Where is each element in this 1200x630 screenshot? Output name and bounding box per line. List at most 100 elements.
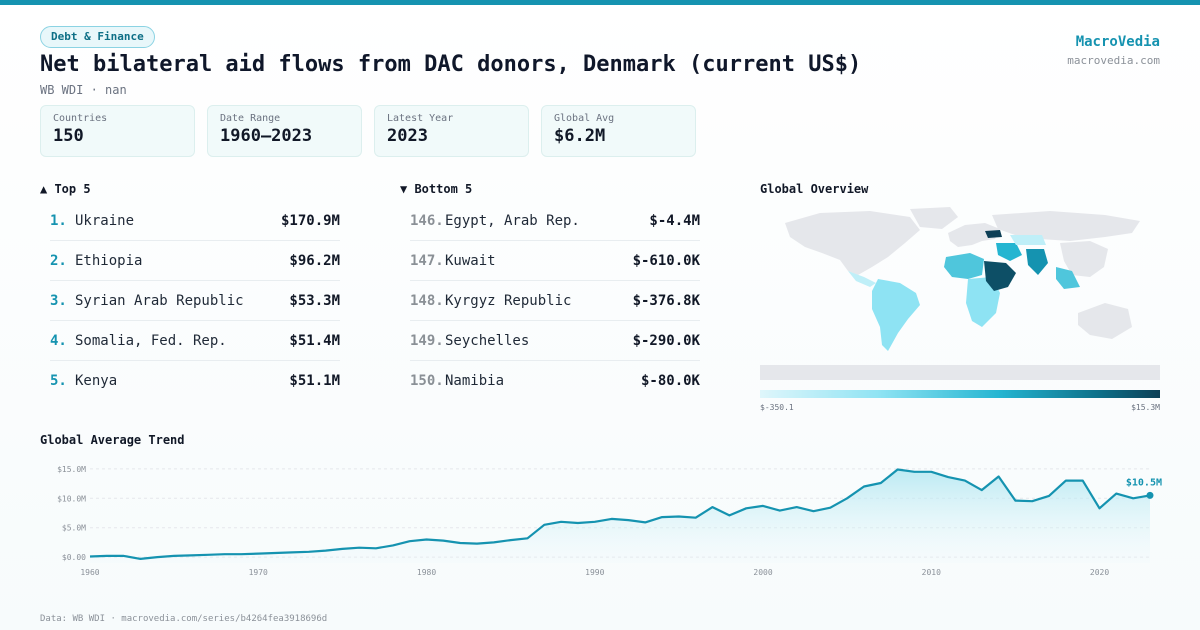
rank-number: 1. [50,213,67,229]
stat-value: 1960–2023 [220,126,313,146]
country-name: Kuwait [445,253,496,269]
map-legend-min: $-350.1 [760,403,794,412]
rank-number: 2. [50,253,67,269]
country-value: $51.1M [289,373,340,389]
map-region-middle-east [996,243,1022,261]
trend-title: Global Average Trend [40,433,185,447]
bottom5-row[interactable]: 147. Kuwait $-610.0K [410,241,700,281]
stat-value: $6.2M [554,126,606,146]
map-region-central-asia [1010,235,1046,245]
map-data-regions [848,230,1080,351]
bottom5-row[interactable]: 148. Kyrgyz Republic $-376.8K [410,281,700,321]
y-tick-label: $10.0M [57,494,86,503]
page-subtitle: WB WDI · nan [40,83,127,97]
bottom5-row[interactable]: 146. Egypt, Arab Rep. $-4.4M [410,201,700,241]
x-tick-label: 2020 [1090,568,1109,577]
country-value: $-610.0K [632,253,700,269]
top5-row[interactable]: 3. Syrian Arab Republic $53.3M [50,281,340,321]
country-name: Kyrgyz Republic [445,293,572,309]
x-tick-label: 1990 [585,568,604,577]
trend-line [89,468,1151,560]
brand-name[interactable]: MacroVedia [1075,34,1160,50]
country-name: Ethiopia [75,253,143,269]
rank-number: 5. [50,373,67,389]
country-name: Kenya [75,373,118,389]
country-name: Syrian Arab Republic [75,293,244,309]
stat-card-global-avg: Global Avg $6.2M [541,105,696,157]
top-accent-bar [0,0,1200,5]
global-average-trend-chart[interactable]: $15.0M $10.0M $5.0M $0.00 1960 1970 1980 1990 20… [40,455,1170,580]
map-region-central-america [848,271,876,287]
map-region-south-america [872,279,920,351]
trend-area [90,469,1150,563]
country-value: $-290.0K [632,333,700,349]
country-value: $96.2M [289,253,340,269]
bottom5-row[interactable]: 150. Namibia $-80.0K [410,361,700,401]
map-land-no-data [760,207,1160,380]
country-value: $170.9M [280,213,340,229]
top5-title: ▲ Top 5 [40,182,91,196]
y-tick-label: $0.00 [62,553,86,562]
x-tick-label: 2010 [922,568,941,577]
stat-label: Date Range [220,113,281,124]
x-tick-label: 1960 [80,568,99,577]
stat-value: 2023 [387,126,428,146]
stat-label: Global Avg [554,113,615,124]
x-tick-label: 2000 [753,568,772,577]
top5-row[interactable]: 5. Kenya $51.1M [50,361,340,401]
stat-card-latest-year: Latest Year 2023 [374,105,529,157]
country-value: $53.3M [289,293,340,309]
map-region-west-africa [944,253,984,279]
y-tick-label: $5.0M [62,524,86,533]
map-region-southeast-asia [1056,267,1080,289]
rank-number: 4. [50,333,67,349]
stat-card-countries: Countries 150 [40,105,195,157]
rank-number: 148. [410,293,444,309]
country-value: $-376.8K [632,293,700,309]
x-tick-label: 1980 [417,568,436,577]
stat-card-date-range: Date Range 1960–2023 [207,105,362,157]
map-region-ukraine [985,230,1002,238]
brand-url[interactable]: macrovedia.com [1067,54,1160,67]
category-badge[interactable]: Debt & Finance [40,26,155,48]
map-region-greenland [910,207,958,229]
country-value: $-4.4M [649,213,700,229]
y-tick-label: $15.0M [57,465,86,474]
map-region-australia [1078,303,1132,339]
map-title: Global Overview [760,182,869,196]
top5-row[interactable]: 4. Somalia, Fed. Rep. $51.4M [50,321,340,361]
map-region-europe [948,223,1000,247]
stat-value: 150 [53,126,84,146]
x-tick-label: 1970 [249,568,268,577]
country-value: $-80.0K [640,373,700,389]
map-legend-gradient [760,390,1160,398]
map-region-east-africa [984,261,1016,291]
top5-row[interactable]: 1. Ukraine $170.9M [50,201,340,241]
map-region-russia [992,211,1140,241]
country-name: Somalia, Fed. Rep. [75,333,227,349]
map-legend-max: $15.3M [1131,403,1160,412]
bottom5-list: 146. Egypt, Arab Rep. $-4.4M 147. Kuwait… [410,201,700,401]
country-name: Ukraine [75,213,135,229]
map-region-south-asia [1026,249,1048,275]
trend-last-value-label: $10.5M [1126,477,1162,488]
map-region-north-america [785,211,920,275]
country-name: Seychelles [445,333,530,349]
rank-number: 3. [50,293,67,309]
top5-row[interactable]: 2. Ethiopia $96.2M [50,241,340,281]
stat-label: Latest Year [387,113,454,124]
page-title: Net bilateral aid flows from DAC donors,… [40,52,862,77]
map-region-southern-africa [966,277,1000,327]
world-choropleth-map[interactable] [760,205,1160,380]
country-value: $51.4M [289,333,340,349]
rank-number: 147. [410,253,444,269]
footer-source: Data: WB WDI · macrovedia.com/series/b42… [40,614,328,624]
stat-label: Countries [53,113,108,124]
country-name: Egypt, Arab Rep. [445,213,580,229]
trend-last-point [1146,491,1154,499]
bottom5-row[interactable]: 149. Seychelles $-290.0K [410,321,700,361]
map-region-east-asia [1060,241,1108,277]
rank-number: 149. [410,333,444,349]
top5-list: 1. Ukraine $170.9M 2. Ethiopia $96.2M 3.… [50,201,340,401]
country-name: Namibia [445,373,505,389]
